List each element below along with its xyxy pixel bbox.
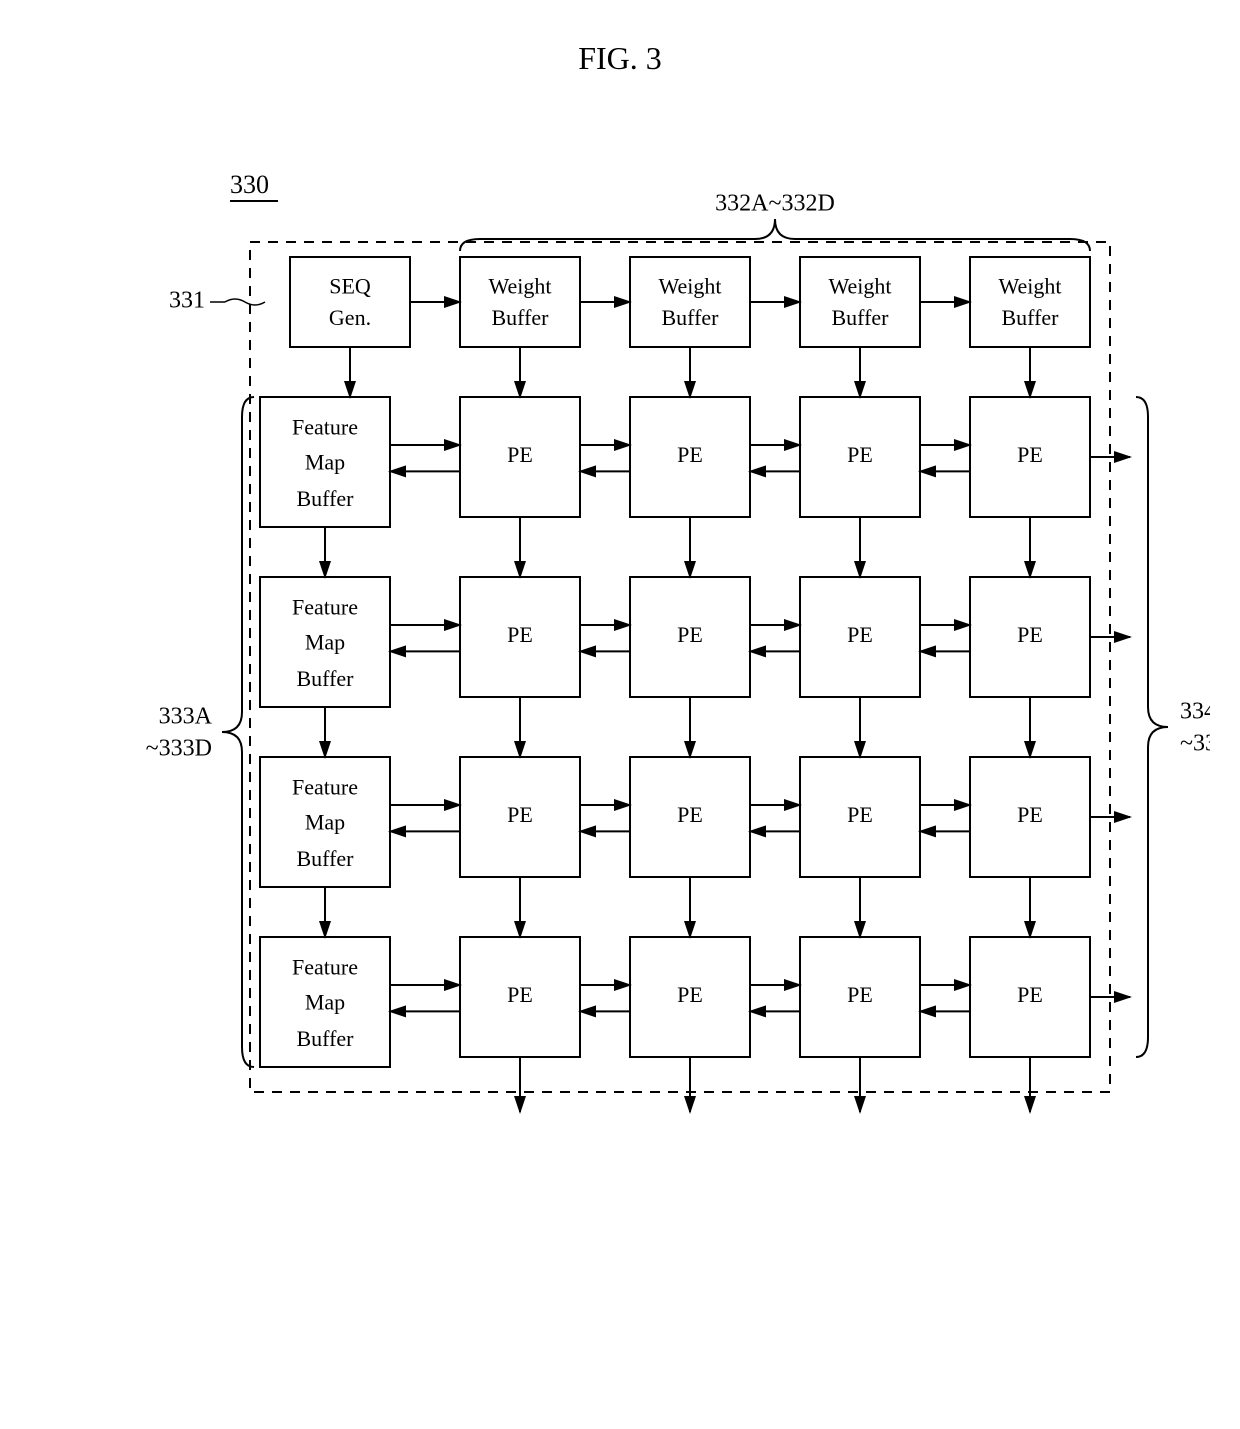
pe-text: PE xyxy=(1017,802,1043,827)
pe-text: PE xyxy=(677,622,703,647)
fmb-text: Map xyxy=(305,810,345,835)
label-331: 331 xyxy=(169,288,205,314)
label-333d: ~333D xyxy=(146,736,212,762)
fmb-text: Feature xyxy=(292,775,358,800)
weight-buffer-text: Weight xyxy=(489,274,552,299)
weight-buffer-text: Buffer xyxy=(491,305,549,330)
fmb-text: Map xyxy=(305,990,345,1015)
figure-title: FIG. 3 xyxy=(40,40,1200,77)
pe-text: PE xyxy=(1017,442,1043,467)
seq-gen-block xyxy=(290,257,410,347)
fmb-text: Buffer xyxy=(296,846,354,871)
label-333a: 333A xyxy=(159,704,213,730)
weight-buffer-block xyxy=(800,257,920,347)
weight-buffer-text: Buffer xyxy=(1001,305,1059,330)
fmb-text: Buffer xyxy=(296,1026,354,1051)
pe-text: PE xyxy=(1017,622,1043,647)
pe-text: PE xyxy=(847,982,873,1007)
fmb-text: Map xyxy=(305,450,345,475)
pe-text: PE xyxy=(507,982,533,1007)
pe-text: PE xyxy=(847,802,873,827)
pe-text: PE xyxy=(1017,982,1043,1007)
lead-331 xyxy=(225,299,265,305)
pe-text: PE xyxy=(847,622,873,647)
fmb-text: Buffer xyxy=(296,486,354,511)
ref-330: 330 xyxy=(230,170,269,199)
weight-buffer-text: Buffer xyxy=(831,305,889,330)
weight-buffer-text: Weight xyxy=(659,274,722,299)
label-334p: ~334P xyxy=(1180,731,1210,757)
weight-buffer-text: Weight xyxy=(999,274,1062,299)
brace-left xyxy=(222,397,254,1067)
fmb-text: Feature xyxy=(292,415,358,440)
pe-text: PE xyxy=(507,622,533,647)
weight-buffer-block xyxy=(630,257,750,347)
systolic-array-diagram: 330 SEQ Gen. Weight Buffer Weight Buffer Weight… xyxy=(110,137,1130,1167)
pe-text: PE xyxy=(677,802,703,827)
fmb-text: Buffer xyxy=(296,666,354,691)
label-334a: 334A xyxy=(1180,699,1210,725)
weight-buffer-block xyxy=(970,257,1090,347)
fmb-text: Map xyxy=(305,630,345,655)
pe-text: PE xyxy=(847,442,873,467)
fmb-text: Feature xyxy=(292,955,358,980)
seq-gen-text: SEQ xyxy=(329,274,371,299)
brace-right xyxy=(1136,397,1168,1057)
fmb-text: Feature xyxy=(292,595,358,620)
pe-text: PE xyxy=(507,802,533,827)
seq-gen-text: Gen. xyxy=(329,305,371,330)
brace-top xyxy=(460,219,1090,251)
pe-text: PE xyxy=(507,442,533,467)
weight-buffer-block xyxy=(460,257,580,347)
pe-text: PE xyxy=(677,442,703,467)
weight-buffer-text: Weight xyxy=(829,274,892,299)
weight-buffer-text: Buffer xyxy=(661,305,719,330)
label-332: 332A~332D xyxy=(715,191,835,217)
pe-text: PE xyxy=(677,982,703,1007)
